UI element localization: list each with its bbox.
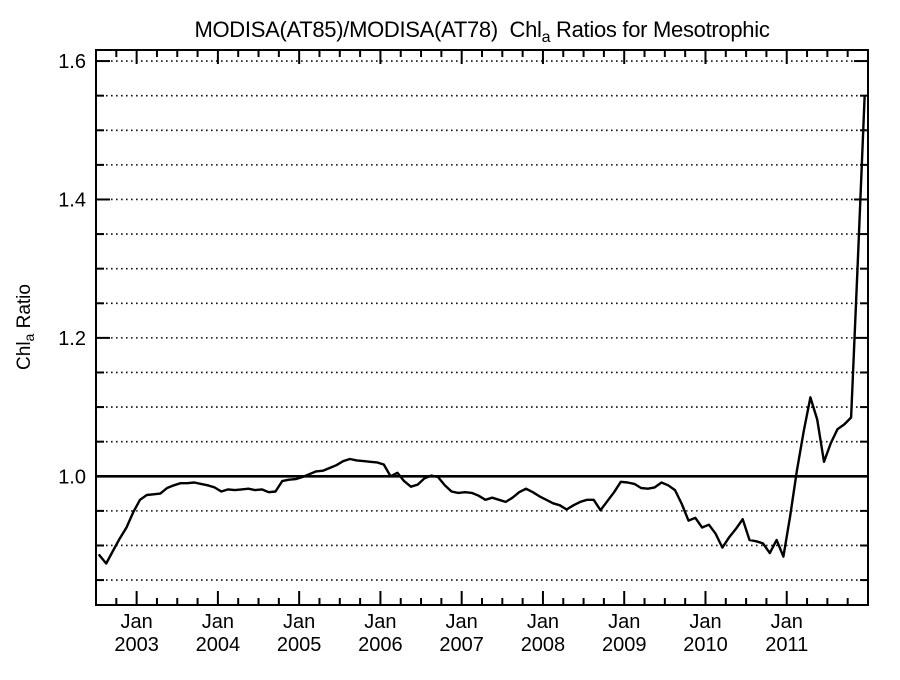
y-tick-label: 1.0 bbox=[58, 466, 86, 488]
x-tick-label-year: 2008 bbox=[521, 634, 566, 656]
x-tick-label-year: 2004 bbox=[196, 634, 241, 656]
x-tick-label-month: Jan bbox=[446, 611, 478, 633]
x-tick-label-year: 2006 bbox=[358, 634, 403, 656]
title-subscript: a bbox=[542, 29, 551, 46]
x-tick-label-year: 2005 bbox=[277, 634, 322, 656]
x-tick-label-month: Jan bbox=[121, 611, 153, 633]
x-tick-label-month: Jan bbox=[689, 611, 721, 633]
x-tick-label-year: 2009 bbox=[602, 634, 647, 656]
x-tick-label-year: 2003 bbox=[114, 634, 159, 656]
x-tick-label-month: Jan bbox=[364, 611, 396, 633]
plot-frame bbox=[95, 49, 869, 606]
y-tick-label: 1.2 bbox=[58, 328, 86, 350]
ylabel-subscript: a bbox=[21, 333, 37, 341]
x-tick-label-month: Jan bbox=[527, 611, 559, 633]
x-tick-label-month: Jan bbox=[608, 611, 640, 633]
x-tick-label-month: Jan bbox=[283, 611, 315, 633]
ratio-time-series-line bbox=[98, 95, 866, 565]
x-tick-label-year: 2010 bbox=[683, 634, 728, 656]
y-tick-label: 1.6 bbox=[58, 51, 86, 73]
data-series bbox=[98, 95, 866, 565]
x-tick-label-year: 2011 bbox=[765, 634, 808, 656]
y-axis-title: Chla Ratio bbox=[14, 284, 37, 370]
gridlines bbox=[96, 60, 868, 581]
x-tick-label-year: 2007 bbox=[439, 634, 484, 656]
axis-tick-labels: 1.01.21.41.6Jan2003Jan2004Jan2005Jan2006… bbox=[58, 51, 808, 656]
y-tick-label: 1.4 bbox=[58, 189, 86, 211]
x-tick-label-month: Jan bbox=[771, 611, 803, 633]
chart-title: MODISA(AT85)/MODISA(AT78) Chla Ratios fo… bbox=[194, 17, 769, 46]
x-tick-label-month: Jan bbox=[202, 611, 234, 633]
axes bbox=[95, 49, 869, 606]
